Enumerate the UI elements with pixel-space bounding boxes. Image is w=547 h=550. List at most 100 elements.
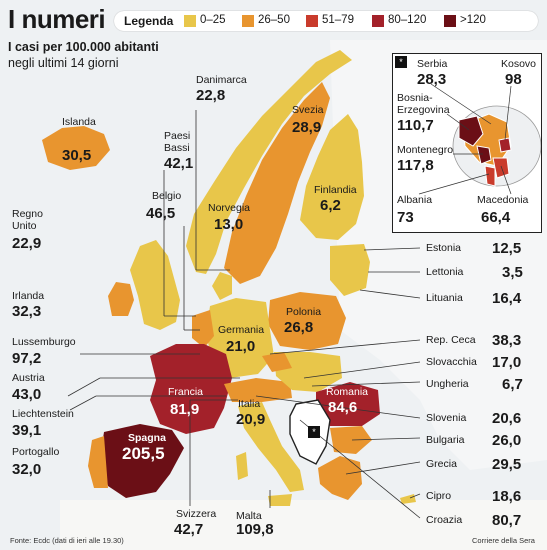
africa-land (60, 500, 547, 550)
ireland-shape (108, 282, 134, 316)
sardinia-shape (236, 452, 248, 480)
inset-label-serbia: Serbia (417, 58, 448, 70)
label-cipro: Cipro (426, 490, 452, 502)
inset-value-macedonia: 66,4 (481, 209, 511, 226)
legend-label-51-79: 51–79 (322, 14, 354, 26)
value-irlanda: 32,3 (12, 303, 42, 320)
inset-label-montenegro: Montenegro (397, 144, 454, 156)
legend-label-over-120: >120 (460, 14, 486, 26)
value-lettonia: 3,5 (502, 264, 523, 281)
legend-swatch-80-120 (372, 15, 384, 27)
inset-label-bosnia-2: Erzegovina (397, 104, 450, 116)
legend-swatch-51-79 (306, 15, 318, 27)
label-spagna: Spagna (128, 432, 166, 444)
value-norvegia: 13,0 (214, 216, 244, 233)
label-austria: Austria (12, 372, 45, 384)
value-spagna: 205,5 (122, 444, 165, 463)
denmark-shape (212, 272, 232, 300)
baltics-shape (330, 244, 370, 296)
value-germania: 21,0 (226, 338, 256, 355)
value-finlandia: 6,2 (320, 197, 341, 214)
label-finlandia: Finlandia (314, 184, 357, 196)
value-bulgaria: 26,0 (492, 432, 522, 449)
inset-value-serbia: 28,3 (417, 71, 447, 88)
value-svezia: 28,9 (292, 119, 322, 136)
label-bulgaria: Bulgaria (426, 434, 465, 446)
legend-label-26-50: 26–50 (258, 14, 290, 26)
greece-shape (318, 456, 362, 500)
label-croazia: Croazia (426, 514, 463, 526)
label-belgio: Belgio (152, 190, 182, 202)
value-danimarca: 22,8 (196, 87, 226, 104)
czech-shape (262, 352, 292, 372)
inset-label-albania: Albania (397, 194, 433, 206)
central-shape (274, 352, 342, 392)
label-italia: Italia (238, 398, 261, 410)
value-slovenia: 20,6 (492, 410, 522, 427)
italy-shape (238, 402, 304, 492)
inset-marker-icon: * (395, 56, 407, 68)
value-liechtenstein: 39,1 (12, 422, 42, 439)
sicily-shape (268, 494, 292, 506)
alps-shape (224, 378, 292, 402)
value-austria: 43,0 (12, 386, 42, 403)
value-malta: 109,8 (236, 521, 274, 538)
label-polonia: Polonia (286, 306, 322, 318)
label-romania: Romania (326, 386, 369, 398)
cyprus-shape (400, 494, 416, 504)
bulgaria-shape (330, 426, 372, 454)
value-lussemburgo: 97,2 (12, 350, 42, 367)
label-paesi-bassi-1: Paesi (164, 130, 191, 142)
label-paesi-bassi-2: Bassi (164, 142, 190, 154)
label-estonia: Estonia (426, 242, 462, 254)
inset-map (418, 83, 541, 195)
source-note: Fonte: Ecdc (dati di ieri alle 19.30) (10, 536, 124, 545)
label-germania: Germania (218, 324, 265, 336)
label-lettonia: Lettonia (426, 266, 464, 278)
map-subtitle-period: negli ultimi 14 giorni (8, 56, 119, 70)
france-shape (150, 344, 232, 434)
label-danimarca: Danimarca (196, 74, 247, 86)
value-svizzera: 42,7 (174, 521, 204, 538)
value-francia: 81,9 (170, 401, 200, 418)
label-grecia: Grecia (426, 458, 457, 470)
uk-shape (130, 240, 180, 330)
label-regno-unito-2: Unito (12, 220, 37, 232)
legend: Legenda 0–25 26–50 51–79 80–120 >120 (114, 11, 538, 31)
label-slovacchia: Slovacchia (426, 356, 477, 368)
benelux-shape (192, 310, 214, 348)
label-slovenia: Slovenia (426, 412, 467, 424)
norway-shape (186, 50, 352, 274)
value-grecia: 29,5 (492, 456, 522, 473)
value-croazia: 80,7 (492, 512, 522, 529)
label-rep-ceca: Rep. Ceca (426, 334, 476, 346)
value-regno-unito: 22,9 (12, 235, 42, 252)
label-francia: Francia (168, 386, 204, 398)
label-norvegia: Norvegia (208, 202, 251, 214)
romania-shape (316, 382, 380, 426)
value-paesi-bassi: 42,1 (164, 155, 194, 172)
label-irlanda: Irlanda (12, 290, 45, 302)
legend-swatch-over-120 (444, 15, 456, 27)
label-svezia: Svezia (292, 104, 324, 116)
inset-label-kosovo: Kosovo (501, 58, 537, 70)
sweden-shape (224, 82, 330, 284)
inset-value-albania: 73 (397, 209, 414, 226)
finland-shape (300, 114, 364, 240)
value-estonia: 12,5 (492, 240, 522, 257)
inset-value-bosnia: 110,7 (397, 117, 434, 134)
value-cipro: 18,6 (492, 488, 522, 505)
legend-title: Legenda (124, 14, 174, 28)
value-rep-ceca: 38,3 (492, 332, 522, 349)
value-belgio: 46,5 (146, 205, 176, 222)
label-ungheria: Ungheria (426, 378, 469, 390)
credit-note: Corriere della Sera (472, 536, 535, 545)
label-svizzera: Svizzera (176, 508, 217, 520)
inset-label-macedonia: Macedonia (477, 194, 529, 206)
balkans-marker-icon: * (308, 426, 320, 438)
value-portogallo: 32,0 (12, 461, 42, 478)
value-ungheria: 6,7 (502, 376, 523, 393)
label-malta: Malta (236, 510, 262, 522)
inset-value-kosovo: 98 (505, 71, 522, 88)
